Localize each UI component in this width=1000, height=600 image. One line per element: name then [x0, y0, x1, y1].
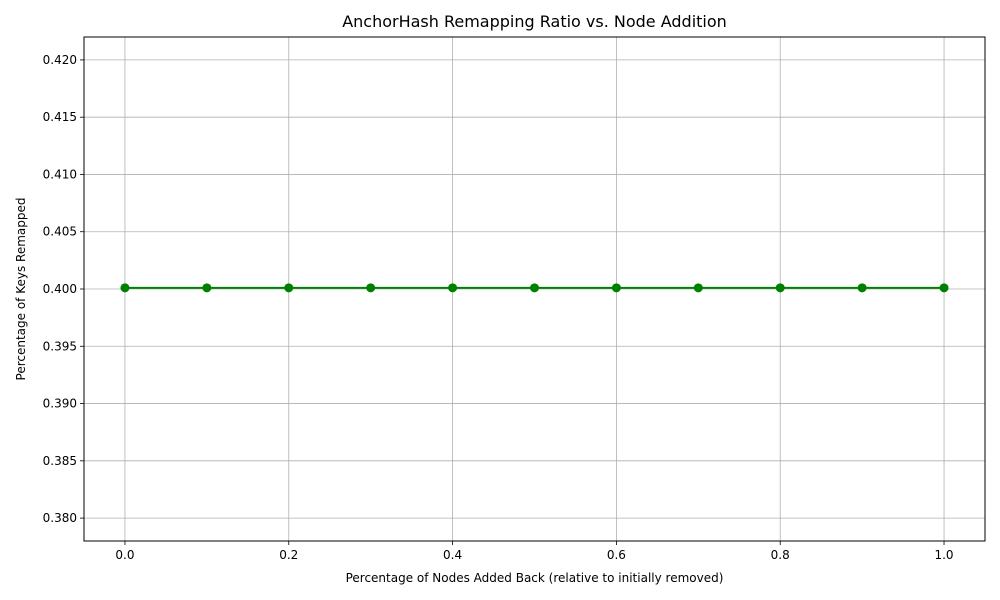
y-tick-label: 0.410 — [43, 167, 77, 181]
y-tick-label: 0.400 — [43, 282, 77, 296]
x-tick-label: 0.2 — [279, 548, 298, 562]
data-point — [693, 283, 703, 293]
data-point — [530, 283, 539, 293]
x-tick-label: 0.8 — [771, 548, 790, 562]
x-tick-label: 1.0 — [934, 548, 953, 562]
y-tick-label: 0.415 — [43, 110, 77, 124]
y-tick-label: 0.395 — [43, 339, 77, 353]
ticks: 0.0 0.2 0.4 0.6 0.8 1.0 0.380 0.385 0.390 0.395 0.… — [43, 53, 954, 562]
y-axis-label: Percentage of Keys Remapped — [14, 198, 28, 381]
x-tick-label: 0.0 — [115, 548, 134, 562]
plot-frame — [83, 36, 986, 542]
chart-title: AnchorHash Remapping Ratio vs. Node Addi… — [342, 12, 727, 31]
x-axis-label: Percentage of Nodes Added Back (relative… — [346, 571, 724, 585]
data-point — [366, 283, 376, 293]
data-point — [611, 283, 621, 293]
data-point — [775, 283, 785, 293]
x-tick-label: 0.4 — [443, 548, 462, 562]
data-point — [939, 283, 949, 293]
y-tick-label: 0.385 — [43, 454, 77, 468]
y-tick-label: 0.380 — [43, 511, 77, 525]
data-point — [284, 283, 294, 293]
data-point — [120, 283, 130, 293]
series — [120, 283, 949, 293]
y-tick-label: 0.390 — [43, 397, 77, 411]
data-point — [202, 283, 212, 293]
y-tick-label: 0.405 — [43, 225, 77, 239]
data-point — [448, 283, 458, 293]
data-point — [857, 283, 867, 293]
y-tick-label: 0.420 — [43, 53, 77, 67]
x-tick-label: 0.6 — [607, 548, 626, 562]
